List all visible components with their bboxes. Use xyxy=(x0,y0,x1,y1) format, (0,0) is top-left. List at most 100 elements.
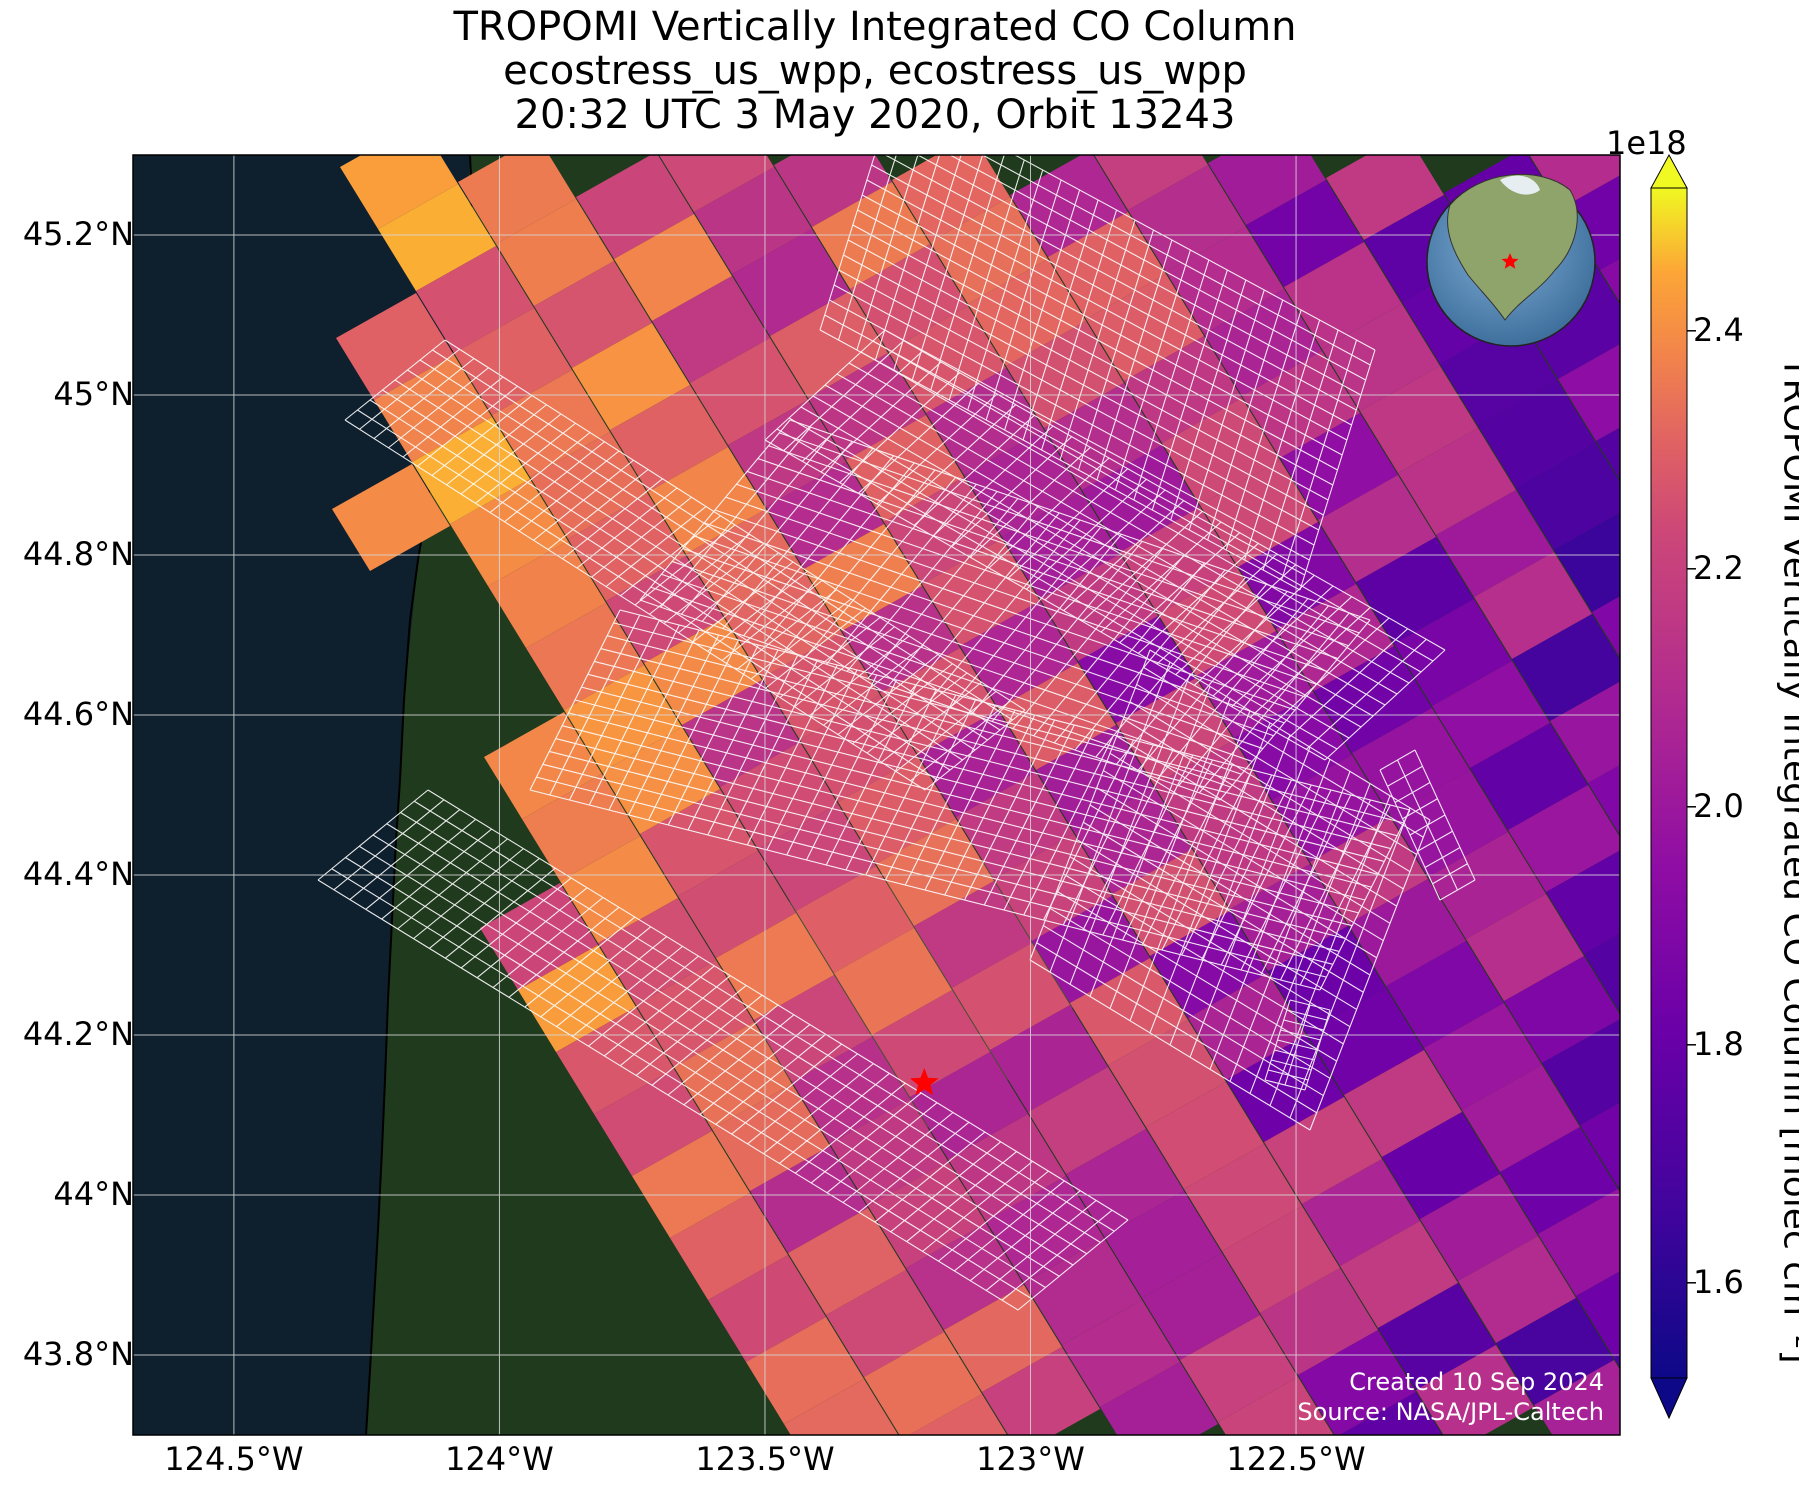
co-cell xyxy=(1146,1082,1264,1189)
swath-line xyxy=(847,239,1329,501)
co-cell xyxy=(1340,1221,1458,1328)
swath-line xyxy=(568,712,1359,914)
co-cell xyxy=(576,155,694,259)
co-cell xyxy=(1260,1268,1378,1375)
co-cell xyxy=(1596,427,1620,481)
co-cell xyxy=(564,665,682,772)
co-cell xyxy=(1272,755,1390,862)
co-cell xyxy=(1074,787,1192,894)
co-cell xyxy=(1108,1020,1226,1127)
swath-line xyxy=(1013,155,1376,351)
lat-tick-label: 43.8°N xyxy=(22,1335,134,1373)
co-cell xyxy=(1128,165,1246,272)
co-cell xyxy=(526,603,644,710)
co-cell xyxy=(774,155,892,227)
co-cell xyxy=(1420,1174,1538,1281)
swath-line xyxy=(860,351,1422,673)
lat-tick-label: 45°N xyxy=(53,375,134,413)
swath-line xyxy=(861,194,1343,456)
title-line-2: ecostress_us_wpp, ecostress_us_wpp xyxy=(503,48,1247,94)
swath-line xyxy=(746,470,1328,672)
co-cell xyxy=(884,477,1002,584)
co-cell xyxy=(906,1223,1024,1330)
co-cell xyxy=(594,1069,712,1176)
co-cell xyxy=(632,1131,750,1238)
co-cell xyxy=(682,680,800,787)
co-cell xyxy=(750,1146,868,1253)
swath-line xyxy=(1063,873,1344,1045)
co-cell xyxy=(644,618,762,725)
swath-line xyxy=(1414,749,1476,881)
co-cell xyxy=(1478,381,1596,488)
co-cell xyxy=(1424,1003,1542,1110)
swath-line xyxy=(1277,1039,1318,1051)
co-cell xyxy=(1066,1129,1184,1236)
co-cell xyxy=(1508,785,1620,892)
co-cell xyxy=(834,928,952,1035)
swath-line xyxy=(852,224,1334,486)
map-frame xyxy=(132,154,1621,1436)
swath-line xyxy=(607,635,1398,837)
swath-line xyxy=(400,812,1101,1243)
swath-line xyxy=(1116,735,1397,907)
co-cell xyxy=(982,1347,1100,1435)
co-cell xyxy=(1398,428,1516,535)
lat-tick-label: 44°N xyxy=(53,1175,134,1213)
co-cell xyxy=(1466,894,1584,1001)
co-cell xyxy=(1529,155,1620,208)
co-cell xyxy=(1576,1271,1620,1358)
inset-star-icon xyxy=(1501,253,1519,269)
co-cell xyxy=(758,804,876,911)
co-cell xyxy=(1158,569,1276,676)
swath-line xyxy=(562,725,1353,927)
swath-line xyxy=(382,389,963,761)
co-cell xyxy=(458,155,576,244)
co-cell xyxy=(892,155,1010,242)
co-cell xyxy=(728,400,846,507)
swath-line xyxy=(619,609,1411,811)
credit-created: Created 10 Sep 2024 xyxy=(1349,1368,1604,1396)
co-cell xyxy=(1516,443,1620,550)
co-cell xyxy=(614,214,732,321)
ocean-area xyxy=(133,155,470,1435)
co-cell xyxy=(880,648,998,755)
swath-line xyxy=(725,496,1306,698)
swath-line xyxy=(800,406,1362,728)
swath-line xyxy=(1076,838,1357,1010)
swath-line xyxy=(866,179,1348,441)
co-cell xyxy=(716,913,834,1020)
co-cell xyxy=(450,479,568,586)
swath-line xyxy=(819,329,1301,591)
swath-line xyxy=(1264,1079,1306,1091)
co-cell xyxy=(1436,490,1554,597)
co-cell xyxy=(1298,1330,1416,1435)
swath-line xyxy=(536,776,1327,978)
swath-line xyxy=(693,535,1274,737)
swath-line xyxy=(331,868,1033,1300)
co-cell xyxy=(872,990,990,1097)
co-cell xyxy=(792,1037,910,1144)
swath-line xyxy=(714,509,1296,711)
swath-line xyxy=(1069,856,1351,1028)
colorbar-tick-label: 1.6 xyxy=(1693,1262,1744,1301)
co-cell xyxy=(1142,1253,1260,1360)
swath-line xyxy=(779,432,1360,634)
co-cell xyxy=(332,464,450,571)
co-cell xyxy=(652,276,770,383)
swath-line xyxy=(788,417,1350,739)
co-cell xyxy=(850,244,968,351)
swath-line xyxy=(1029,959,1311,1131)
credit-source: Source: NASA/JPL-Caltech xyxy=(1297,1398,1604,1426)
swath-line xyxy=(776,428,1338,750)
swath-line xyxy=(1136,683,1417,855)
co-cell xyxy=(1416,1345,1534,1435)
swath-line xyxy=(812,395,1374,717)
swath-line xyxy=(369,399,951,771)
co-cell xyxy=(522,774,640,881)
swath-line xyxy=(444,339,1026,711)
swath-line xyxy=(1096,787,1377,959)
co-cell xyxy=(994,834,1112,941)
lat-tick-label: 45.2°N xyxy=(22,215,134,253)
co-cell xyxy=(1226,1035,1344,1142)
co-cell xyxy=(914,881,1032,988)
